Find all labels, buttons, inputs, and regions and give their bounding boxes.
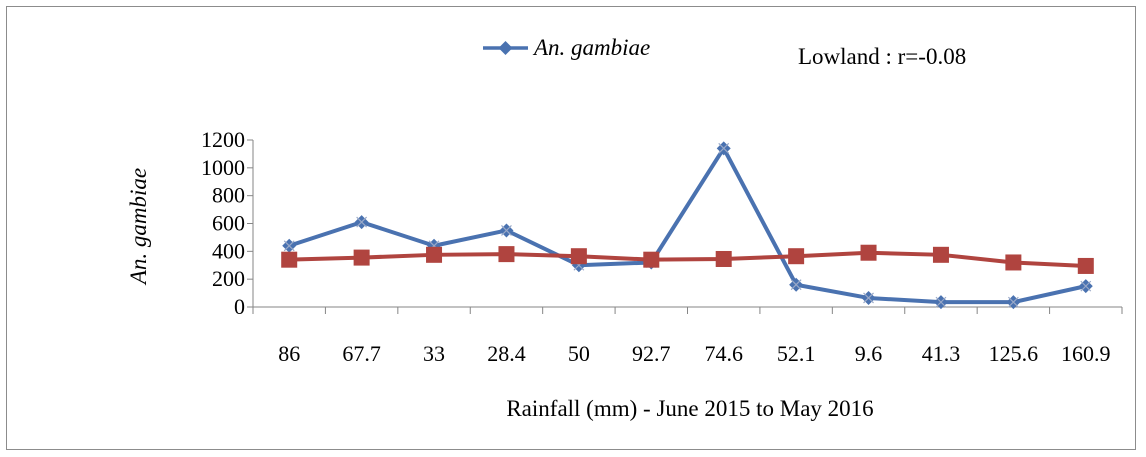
x-tick-label: 92.7	[632, 341, 671, 366]
x-axis-title: Rainfall (mm) - June 2015 to May 2016	[506, 396, 873, 421]
data-point-cross	[356, 216, 368, 228]
data-point-cross	[1007, 296, 1019, 308]
x-tick-label: 33	[423, 341, 445, 366]
x-tick-labels: 86 67.7 33 28.4 50 92.7 74.6 52.1 9.6 41.3 125.6 16…	[278, 341, 1110, 366]
axes	[247, 139, 1123, 314]
legend: An. gambiae	[483, 35, 650, 60]
y-tick-label: 200	[212, 266, 245, 291]
legend-series-label: An. gambiae	[532, 35, 650, 60]
correlation-annotation: Lowland : r=-0.08	[798, 44, 966, 69]
x-tick-label: 86	[278, 341, 300, 366]
series-1	[282, 141, 1093, 310]
series-layer	[281, 141, 1094, 310]
data-point-cross	[283, 240, 295, 252]
x-tick-label: 125.6	[989, 341, 1039, 366]
data-point-cross	[790, 279, 802, 291]
data-point-square	[498, 246, 515, 263]
x-tick-label: 41.3	[922, 341, 961, 366]
y-tick-label: 800	[212, 183, 245, 208]
data-point-square	[1005, 254, 1022, 271]
series-2	[281, 244, 1094, 274]
data-point-square	[281, 251, 298, 268]
data-point-cross	[1080, 280, 1092, 292]
x-tick-label: 74.6	[704, 341, 743, 366]
x-tick-label: 28.4	[487, 341, 526, 366]
data-point-square	[932, 246, 949, 263]
x-tick-label: 67.7	[342, 341, 381, 366]
chart-frame	[6, 6, 1136, 450]
legend-diamond-marker	[498, 41, 513, 55]
series-line	[289, 250, 1086, 268]
x-tick-label: 52.1	[777, 341, 816, 366]
data-point-cross	[935, 296, 947, 308]
data-point-cross	[718, 142, 730, 154]
y-axis-title: An. gambiae	[126, 168, 151, 286]
data-point-square	[788, 248, 805, 265]
series-line	[288, 146, 1087, 305]
y-tick-label: 600	[212, 211, 245, 236]
data-point-square	[570, 248, 587, 265]
x-tick-label: 160.9	[1061, 341, 1111, 366]
data-point-square	[860, 244, 877, 261]
data-point-cross	[501, 225, 512, 236]
data-point-square	[1077, 257, 1094, 274]
data-point-cross	[863, 292, 874, 304]
data-point-square	[715, 250, 732, 267]
y-tick-label: 1000	[201, 155, 245, 180]
y-tick-label: 400	[212, 238, 245, 263]
x-tick-label: 9.6	[855, 341, 883, 366]
data-point-square	[353, 249, 370, 266]
y-tick-label: 1200	[201, 127, 245, 152]
data-point-square	[643, 251, 660, 268]
x-tick-label: 50	[568, 341, 590, 366]
y-tick-label: 0	[234, 294, 245, 319]
data-point-square	[426, 246, 443, 263]
